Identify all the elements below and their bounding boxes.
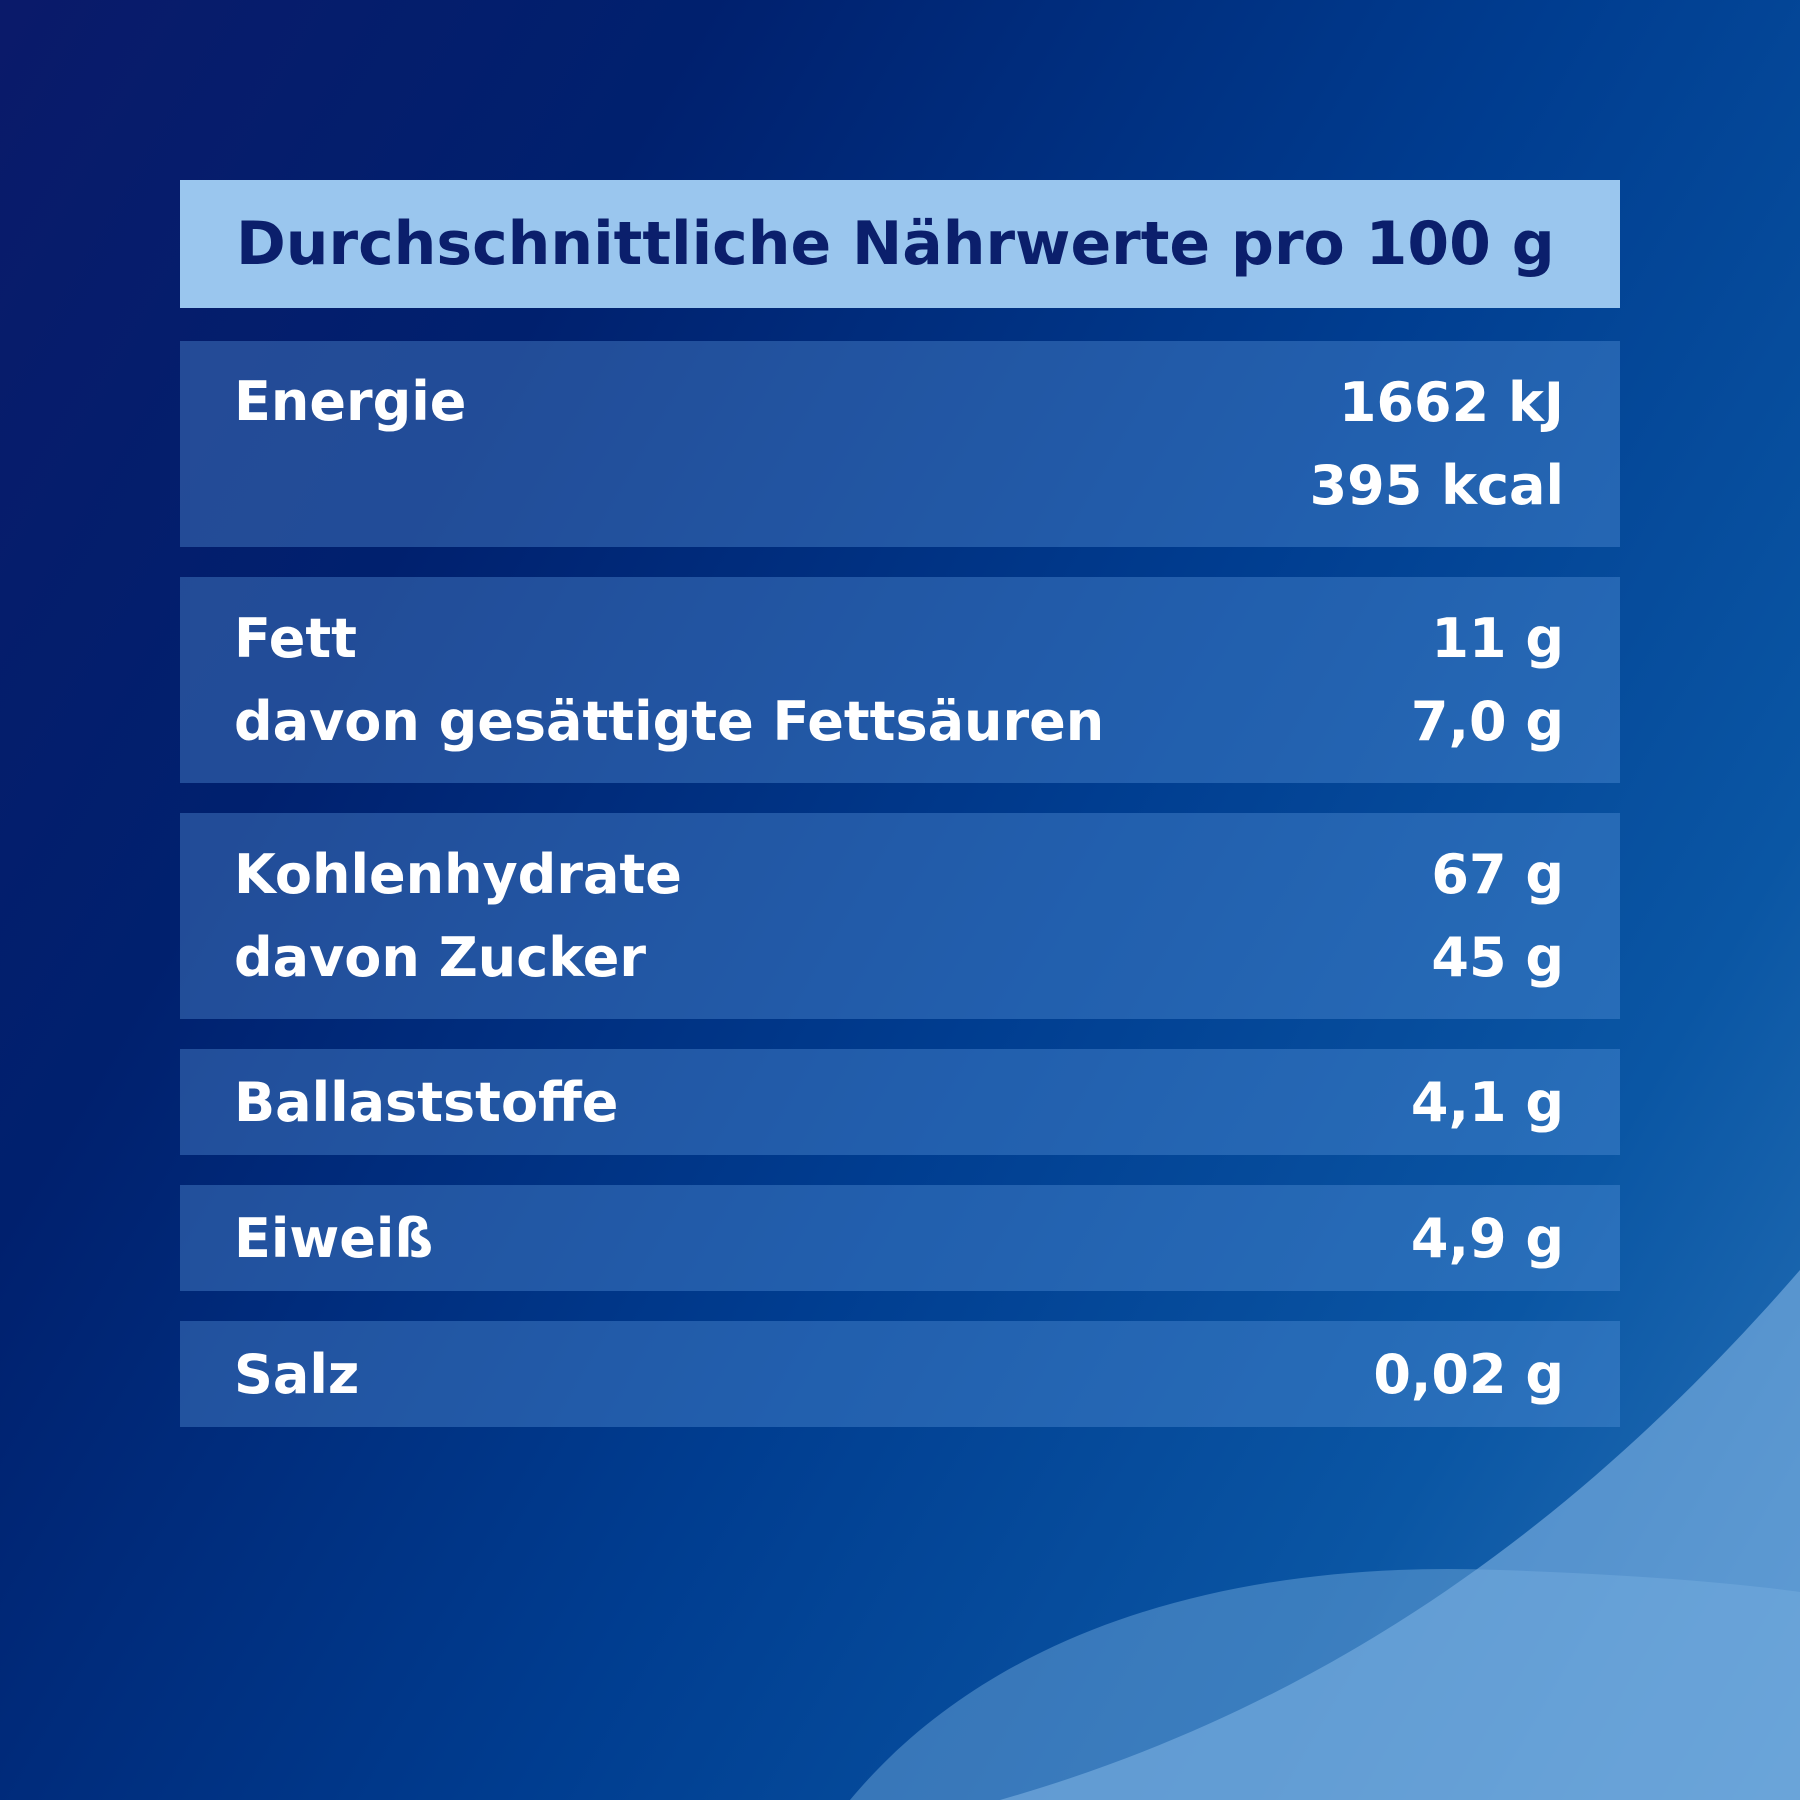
nutrient-values: 0,02 g [1373,1333,1564,1416]
nutrient-label: davon Zucker [234,926,646,989]
nutrient-row: Eiweiß 4,9 g [180,1185,1620,1291]
nutrient-labels: Salz [234,1333,359,1416]
nutrient-values: 4,1 g [1411,1061,1564,1144]
nutrient-label: Salz [234,1342,360,1406]
nutrient-label: Ballaststoffe [234,1070,619,1134]
nutrient-labels: Ballaststoffe [234,1061,618,1144]
nutrient-values: 11 g 7,0 g [1411,597,1564,763]
nutrient-row: Ballaststoffe 4,1 g [180,1049,1620,1155]
nutrient-row: Salz 0,02 g [180,1321,1620,1427]
nutrient-values: 4,9 g [1411,1197,1564,1280]
nutrient-label: Kohlenhydrate [234,843,682,906]
nutrient-labels: Fett davon gesättigte Fettsäuren [234,597,1104,763]
nutrient-value: 7,0 g [1410,690,1564,753]
nutrient-row: Fett davon gesättigte Fettsäuren 11 g 7,0 g [180,577,1620,783]
nutrient-row: Kohlenhydrate davon Zucker 67 g 45 g [180,813,1620,1019]
nutrient-value: 11 g [1431,607,1564,670]
nutrient-value: 395 kcal [1309,454,1564,517]
nutrient-value: 1662 kJ [1338,371,1564,434]
nutrient-label: Fett [234,607,357,670]
nutrient-label: davon gesättigte Fettsäuren [234,690,1105,753]
nutrient-label: Energie [234,370,467,433]
nutrient-labels: Eiweiß [234,1197,433,1280]
nutrient-label: Eiweiß [234,1206,434,1270]
nutrient-labels: Energie [234,341,466,443]
nutrient-value: 4,1 g [1410,1070,1564,1134]
nutrient-row: Energie 1662 kJ 395 kcal [180,341,1620,547]
header-title: Durchschnittliche Nährwerte pro 100 g [236,209,1555,279]
nutrient-values: 1662 kJ 395 kcal [1310,361,1564,527]
wave-shape [850,1568,1800,1800]
nutrient-value: 0,02 g [1373,1342,1564,1406]
wave-shape [1000,1270,1800,1800]
table-header: Durchschnittliche Nährwerte pro 100 g [180,180,1620,308]
nutrient-value: 67 g [1431,843,1564,906]
nutrient-labels: Kohlenhydrate davon Zucker [234,833,682,999]
nutrient-values: 67 g 45 g [1431,833,1564,999]
nutrition-table: Durchschnittliche Nährwerte pro 100 g En… [180,180,1620,1427]
nutrient-value: 45 g [1431,926,1564,989]
nutrient-value: 4,9 g [1410,1206,1564,1270]
